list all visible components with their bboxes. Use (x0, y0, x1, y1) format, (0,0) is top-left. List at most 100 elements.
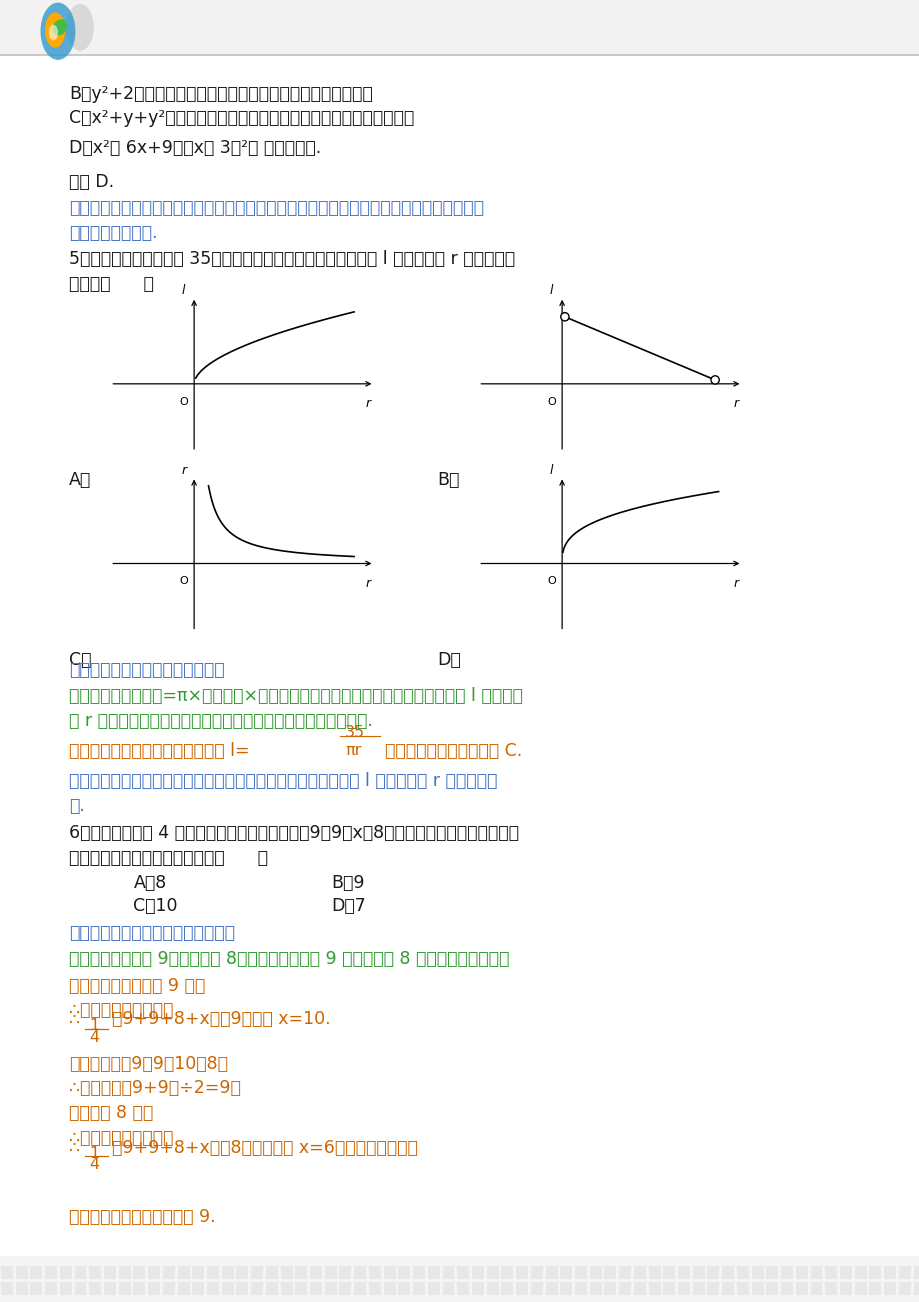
Bar (236, 1282, 248, 1295)
Text: 4: 4 (89, 1157, 99, 1173)
Bar (648, 1266, 660, 1279)
Text: C、x²+y+y²没有公因式，也不符合完全平方公式，不能因式分解；: C、x²+y+y²没有公因式，也不符合完全平方公式，不能因式分解； (69, 109, 414, 128)
Bar (383, 1266, 395, 1279)
Text: l: l (549, 464, 552, 477)
Text: O: O (179, 577, 188, 586)
Bar (501, 1282, 513, 1295)
Bar (427, 1282, 439, 1295)
Bar (648, 1282, 660, 1295)
Bar (604, 1266, 616, 1279)
Bar (89, 1282, 101, 1295)
Bar (207, 1266, 219, 1279)
Bar (104, 1282, 116, 1295)
Bar (721, 1282, 733, 1295)
Bar (354, 1282, 366, 1295)
Bar (295, 1282, 307, 1295)
Bar (339, 1282, 351, 1295)
Text: 1: 1 (89, 1146, 99, 1161)
Text: 系的是（      ）: 系的是（ ） (69, 275, 153, 293)
Bar (119, 1266, 130, 1279)
Bar (177, 1282, 189, 1295)
Bar (251, 1282, 263, 1295)
Bar (427, 1266, 439, 1279)
Ellipse shape (45, 13, 65, 48)
Bar (1, 1266, 13, 1279)
Text: D、x²－ 6x+9＝（x－ 3）²， 能因式分解.: D、x²－ 6x+9＝（x－ 3）²， 能因式分解. (69, 139, 321, 158)
Text: 所以这组数据中的中位数是 9.: 所以这组数据中的中位数是 9. (69, 1208, 215, 1226)
Bar (854, 1282, 866, 1295)
Text: πr: πr (345, 743, 361, 759)
Bar (16, 1282, 28, 1295)
Bar (677, 1266, 689, 1279)
Text: O: O (179, 397, 188, 406)
Bar (545, 1266, 557, 1279)
Text: r: r (181, 464, 187, 477)
Text: 何种公式法来分解.: 何种公式法来分解. (69, 224, 157, 242)
Text: l: l (549, 284, 552, 297)
Text: 解答：解：由圆锥侧面积公式可得 l=: 解答：解：由圆锥侧面积公式可得 l= (69, 742, 249, 760)
Bar (913, 1266, 919, 1279)
Bar (486, 1266, 498, 1279)
Bar (618, 1282, 630, 1295)
Text: 6、小勇投标训练 4 次的成绩分别是（单位：环）9，9，x，8．已知这组数据的众数和平均: 6、小勇投标训练 4 次的成绩分别是（单位：环）9，9，x，8．已知这组数据的众… (69, 824, 518, 842)
Text: ，属于反比例函数，故选 C.: ，属于反比例函数，故选 C. (384, 742, 521, 760)
Text: 4: 4 (89, 1030, 99, 1046)
Bar (751, 1266, 763, 1279)
Bar (148, 1282, 160, 1295)
Bar (30, 1266, 42, 1279)
Text: 解答：解：当众数是 9 时，: 解答：解：当众数是 9 时， (69, 976, 205, 995)
Bar (589, 1266, 601, 1279)
Bar (633, 1282, 645, 1295)
Ellipse shape (66, 4, 94, 51)
Bar (677, 1282, 689, 1295)
Bar (74, 1266, 86, 1279)
Text: 35: 35 (345, 725, 365, 741)
Bar (163, 1266, 175, 1279)
Bar (369, 1266, 380, 1279)
Ellipse shape (49, 25, 58, 40)
Bar (589, 1282, 601, 1295)
Bar (60, 1266, 72, 1279)
Bar (618, 1266, 630, 1279)
Bar (413, 1282, 425, 1295)
Text: ∴众数与平均数相等，: ∴众数与平均数相等， (69, 1129, 173, 1147)
Text: 径 r 之间函数关系，看属于哪类函数，找到相应的函数图象即可.: 径 r 之间函数关系，看属于哪类函数，找到相应的函数图象即可. (69, 712, 372, 730)
Bar (207, 1282, 219, 1295)
Bar (692, 1266, 704, 1279)
Text: 考点：圆锥的计算；函数的图象。: 考点：圆锥的计算；函数的图象。 (69, 661, 224, 680)
Bar (119, 1282, 130, 1295)
Bar (560, 1282, 572, 1295)
Bar (89, 1266, 101, 1279)
Text: ∴: ∴ (69, 1010, 80, 1029)
Bar (604, 1282, 616, 1295)
Text: 故选 D.: 故选 D. (69, 173, 114, 191)
Bar (516, 1266, 528, 1279)
Text: D、: D、 (437, 651, 460, 669)
Text: C、: C、 (69, 651, 91, 669)
Bar (516, 1282, 528, 1295)
Bar (839, 1282, 851, 1295)
Bar (795, 1282, 807, 1295)
Text: ∴众数与平均数相等，: ∴众数与平均数相等， (69, 1001, 173, 1019)
Ellipse shape (710, 376, 719, 384)
Text: r: r (732, 397, 738, 410)
Bar (0, 0, 919, 55)
Text: A、: A、 (69, 471, 91, 490)
Bar (795, 1266, 807, 1279)
Bar (310, 1266, 322, 1279)
Bar (442, 1282, 454, 1295)
Bar (560, 1266, 572, 1279)
Bar (883, 1282, 895, 1295)
Text: （9+9+8+x）＝9，解得 x=10.: （9+9+8+x）＝9，解得 x=10. (112, 1010, 331, 1029)
Bar (810, 1266, 822, 1279)
Bar (354, 1266, 366, 1279)
Bar (721, 1266, 733, 1279)
Ellipse shape (40, 3, 75, 60)
Bar (369, 1282, 380, 1295)
Bar (707, 1282, 719, 1295)
Bar (663, 1282, 675, 1295)
Text: ∴: ∴ (69, 1139, 80, 1157)
Bar (413, 1266, 425, 1279)
Bar (839, 1266, 851, 1279)
Text: 分析：圆锥的侧面积=π×底面半径×母线长，把相应数值代入即可求得圆锥母线长 l 与底面半: 分析：圆锥的侧面积=π×底面半径×母线长，把相应数值代入即可求得圆锥母线长 l … (69, 687, 522, 706)
